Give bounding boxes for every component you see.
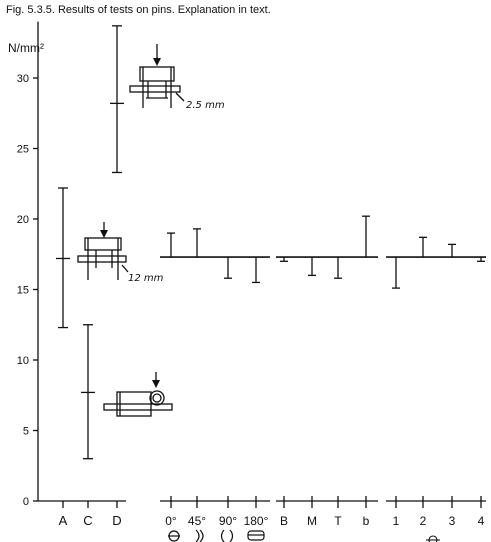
deviation-groups (160, 215, 486, 508)
x-tick-label: A (59, 513, 68, 528)
y-ticks: 0 5 10 15 20 25 30 (17, 73, 38, 508)
y-tick-label: 30 (17, 73, 29, 85)
x-tick-label: 1 (393, 514, 400, 528)
figure-caption: Fig. 5.3.5. Results of tests on pins. Ex… (6, 4, 271, 16)
x-tick-label: T (334, 514, 342, 528)
y-axis-label: N/mm² (8, 41, 44, 55)
y-tick-label: 0 (23, 496, 29, 508)
x-tick-label: 0° (165, 514, 177, 528)
x-tick-label: 3 (449, 514, 456, 528)
sketch-d-rig (129, 44, 185, 108)
test-rig-sketches: 2.5 mm 12 mm (77, 44, 440, 542)
x-tick-label: C (83, 513, 92, 528)
x-tick-label: 45° (188, 514, 206, 528)
y-tick-label: 20 (17, 214, 29, 226)
sketch-a-rig (77, 222, 129, 280)
y-tick-label: 15 (17, 285, 29, 297)
x-tick-label: M (307, 514, 317, 528)
x-tick-label: 180° (244, 514, 269, 528)
x-tick-label: 4 (478, 514, 485, 528)
numbered-rig-icon (426, 535, 440, 542)
chart-axes: N/mm² (8, 21, 486, 502)
sketch-c-rig (103, 372, 173, 417)
sketch-a-gap-label: 12 mm (128, 273, 164, 284)
x-tick-label: B (280, 514, 288, 528)
x-tick-label: D (112, 513, 121, 528)
y-tick-label: 25 (17, 144, 29, 156)
angle-rig-icons (168, 529, 265, 542)
x-tick-label: 2 (420, 514, 427, 528)
group-1-ranges (56, 25, 124, 508)
y-tick-label: 10 (17, 355, 29, 367)
sketch-d-gap-label: 2.5 mm (186, 100, 225, 111)
y-tick-label: 5 (23, 426, 29, 438)
x-tick-label: 90° (219, 514, 237, 528)
x-tick-label: b (363, 514, 370, 528)
